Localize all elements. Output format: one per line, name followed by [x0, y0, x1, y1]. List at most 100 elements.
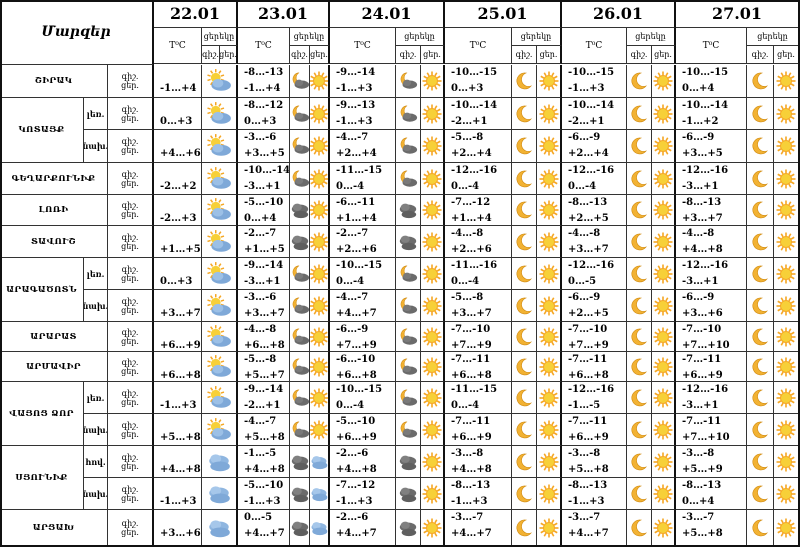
moon-icon — [629, 357, 649, 377]
day-icon-cell — [652, 163, 676, 195]
night-label: գիշ. — [121, 388, 139, 398]
sun-icon — [422, 357, 442, 377]
sun-icon — [653, 232, 673, 252]
day-icon-cell — [421, 510, 445, 547]
day-label: ցեր. — [121, 528, 139, 537]
cloud-icon — [290, 200, 309, 220]
night-temperature — [154, 446, 201, 462]
night-temperature: -12…-16 — [682, 260, 729, 271]
sun-icon — [422, 232, 442, 252]
region-name: ՍՅՈՒՆԻՔ — [0, 446, 84, 510]
moon-icon — [750, 71, 770, 91]
temperature-cell: -9…-13 -1…+3 — [330, 98, 396, 130]
day-icon-cell — [652, 226, 676, 258]
temp-label: T⁰C — [445, 28, 512, 64]
night-temperature: -3…-7 — [568, 512, 601, 523]
temperature-cell: -11…-15 0…-4 — [445, 382, 512, 414]
sun-icon — [653, 104, 673, 124]
night-temperature: -10…-14 — [244, 165, 290, 176]
sun-icon — [653, 327, 673, 347]
sun-icon — [422, 200, 442, 220]
sun-icon — [310, 420, 328, 440]
temperature-cell: -8…-13 +2…+5 — [562, 195, 627, 226]
moon-cloud-icon — [398, 357, 418, 377]
sun-icon — [422, 388, 442, 408]
cloudy-icon — [310, 452, 328, 472]
temperature-cell: -7…-10 +7…+9 — [562, 322, 627, 352]
moon-cloud-icon — [398, 420, 418, 440]
sun-icon — [539, 200, 559, 220]
temperature-cell: -9…-14 -1…+3 — [330, 65, 396, 98]
temperature-cell: -6…-11 +1…+4 — [330, 195, 396, 226]
day-temperature: +6…+9 — [568, 432, 609, 443]
day-temperature: +4…+8 — [160, 464, 201, 475]
partly-cloudy-icon — [206, 229, 232, 255]
day-temperature: 0…+4 — [682, 83, 715, 94]
day-icon-cell — [774, 163, 800, 195]
night-icon-cell — [747, 65, 774, 98]
sun-icon — [776, 357, 796, 377]
day-icon-cell — [652, 290, 676, 322]
region-part: նախ. — [84, 130, 108, 163]
day-temperature: -1…+3 — [568, 496, 605, 507]
sun-icon — [310, 169, 328, 189]
day-temperature: -1…+3 — [336, 83, 373, 94]
day-icon-cell — [421, 352, 445, 382]
region-name: ԼՈՌԻ — [0, 195, 108, 226]
temperature-cell: -3…-6 +3…+5 — [238, 130, 290, 163]
temperature-cell: -10…-15 -1…+3 — [562, 65, 627, 98]
night-temperature: -6…-9 — [568, 132, 601, 143]
sun-icon — [422, 420, 442, 440]
day-icon-cell — [774, 478, 800, 510]
night-temperature: -6…-9 — [682, 132, 715, 143]
temperature-cell: -7…-12 -1…+3 — [330, 478, 396, 510]
partly-cloudy-icon — [206, 133, 232, 159]
cloud-icon — [398, 484, 418, 504]
temp-label: T⁰C — [562, 28, 627, 64]
moon-icon — [750, 264, 770, 284]
night-icon-cell — [396, 130, 421, 163]
temperature-cell: -8…-13 0…+4 — [676, 478, 747, 510]
moon-icon — [750, 484, 770, 504]
night-label: գիշ. — [121, 327, 139, 337]
night-day-labels: գիշ. ցեր. — [108, 414, 154, 446]
day-short-label: ցեր. — [421, 46, 445, 64]
night-temperature: -9…-13 — [336, 100, 376, 111]
sun-icon — [539, 232, 559, 252]
night-short-label: գիշ. — [202, 46, 220, 64]
night-icon-cell — [747, 130, 774, 163]
region-part: հով. — [84, 446, 108, 478]
temperature-cell: -2…-7 +2…+6 — [330, 226, 396, 258]
night-temperature — [154, 258, 201, 274]
sun-icon — [776, 388, 796, 408]
sun-icon — [310, 357, 328, 377]
sun-icon — [776, 484, 796, 504]
day-temperature: -1…+4 — [160, 83, 197, 94]
partly-cloudy-icon — [206, 293, 232, 319]
night-temperature — [154, 478, 201, 494]
night-temperature: -4…-7 — [244, 416, 277, 427]
day-temperature: +6…+8 — [336, 370, 377, 381]
day-label: ցեր. — [121, 178, 139, 188]
temperature-cell: -7…-12 +1…+4 — [445, 195, 512, 226]
night-temperature: -3…-8 — [451, 448, 484, 459]
day-short-label: ցեր. — [220, 46, 238, 64]
partly-cloudy-icon — [206, 101, 232, 127]
temperature-cell: -3…-8 +4…+8 — [445, 446, 512, 478]
moon-icon — [514, 136, 534, 156]
night-temperature: -3…-6 — [244, 292, 277, 303]
night-temperature — [154, 163, 201, 179]
night-icon-cell — [290, 98, 310, 130]
night-temperature — [154, 322, 201, 338]
night-icon-cell — [396, 446, 421, 478]
night-temperature: -8…-13 — [568, 480, 608, 491]
temperature-cell: -10…-14 -2…+1 — [562, 98, 627, 130]
day-icon-cell — [537, 163, 562, 195]
day-temperature: +6…+9 — [160, 340, 201, 351]
night-label: գիշ. — [121, 519, 139, 528]
temperature-cell: -6…-9 +3…+6 — [676, 290, 747, 322]
night-temperature: -6…-10 — [336, 354, 376, 365]
day-icon-cell — [202, 322, 238, 352]
temperature-cell: -10…-15 0…-4 — [330, 258, 396, 290]
moon-icon — [514, 357, 534, 377]
